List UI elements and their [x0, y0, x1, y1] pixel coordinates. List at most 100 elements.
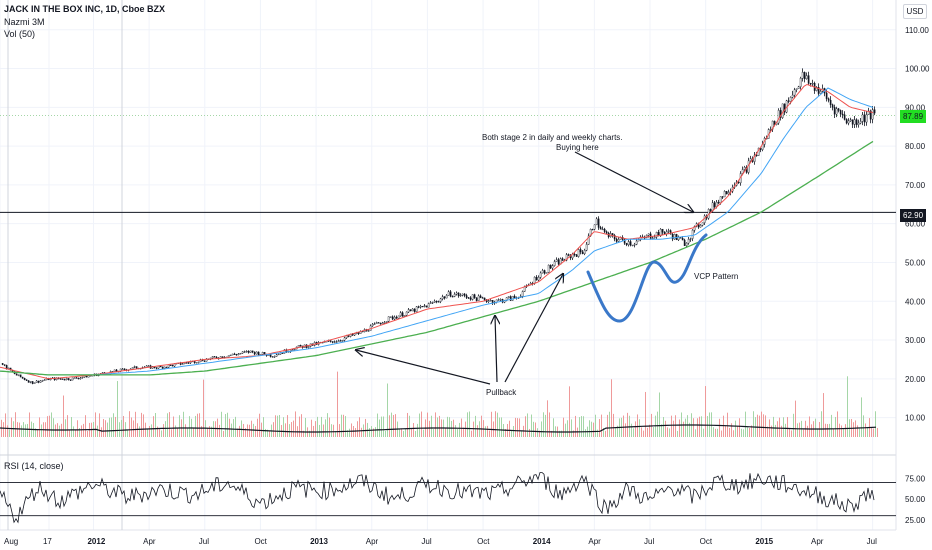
- volume-bar: [517, 418, 518, 437]
- volume-bar: [841, 425, 842, 437]
- volume-bar: [231, 423, 232, 437]
- volume-bar: [107, 422, 108, 437]
- volume-bar: [793, 413, 794, 437]
- candle-body: [599, 227, 602, 230]
- candle-body: [389, 316, 392, 318]
- candle-body: [445, 295, 448, 299]
- volume-bar: [677, 430, 678, 437]
- candle-body: [717, 201, 720, 204]
- volume-bar: [11, 417, 12, 437]
- candle-body: [471, 294, 474, 300]
- volume-bar: [815, 418, 816, 437]
- candle-body: [169, 364, 172, 366]
- candle-body: [275, 354, 278, 357]
- candle-body: [511, 295, 514, 301]
- candle-body: [509, 296, 512, 301]
- candle-body: [651, 237, 654, 240]
- volume-bar: [775, 424, 776, 437]
- volume-bar: [671, 415, 672, 437]
- candle-body: [37, 380, 40, 383]
- candle-body: [755, 154, 758, 157]
- candle-body: [811, 83, 814, 85]
- time-tick-label: Jul: [644, 537, 654, 546]
- candle-body: [871, 109, 874, 120]
- volume-bar: [379, 419, 380, 437]
- candle-body: [539, 272, 542, 278]
- volume-bar: [679, 419, 680, 437]
- currency-button[interactable]: USD: [903, 4, 927, 19]
- candle-body: [787, 100, 790, 102]
- candle-body: [353, 333, 356, 336]
- candle-body: [541, 270, 544, 274]
- volume-bar: [803, 429, 804, 437]
- volume-bar: [673, 420, 674, 437]
- candle-body: [79, 377, 82, 379]
- volume-bar: [669, 428, 670, 437]
- candle-body: [33, 382, 36, 384]
- volume-bar: [727, 412, 728, 437]
- candle-body: [613, 235, 616, 240]
- volume-bar: [783, 417, 784, 437]
- volume-bar: [773, 416, 774, 437]
- candle-body: [595, 218, 598, 226]
- volume-bar: [393, 415, 394, 437]
- volume-bar: [35, 428, 36, 437]
- volume-bar: [583, 416, 584, 437]
- volume-bar: [827, 424, 828, 437]
- volume-bar: [733, 430, 734, 437]
- volume-bar: [521, 430, 522, 437]
- volume-bar: [649, 424, 650, 437]
- candle-body: [549, 264, 552, 269]
- candle-body: [271, 356, 274, 358]
- candle-body: [479, 295, 482, 298]
- volume-bar: [229, 418, 230, 437]
- time-tick-label: Apr: [366, 537, 379, 546]
- candle-body: [689, 238, 692, 240]
- candle-body: [497, 299, 500, 301]
- volume-bar: [665, 420, 666, 437]
- volume-bar: [429, 420, 430, 437]
- candle-body: [185, 362, 188, 364]
- candle-body: [701, 222, 704, 226]
- candle-body: [829, 99, 832, 105]
- price-tick-label: 70.00: [905, 181, 926, 190]
- volume-bar: [169, 412, 170, 437]
- volume-bar: [473, 421, 474, 437]
- time-tick-label: Jul: [199, 537, 209, 546]
- volume-bar: [149, 425, 150, 437]
- candle-body: [411, 308, 414, 312]
- candle-body: [803, 72, 806, 80]
- candle-body: [277, 353, 280, 356]
- volume-bar: [359, 417, 360, 437]
- volume-bar: [597, 429, 598, 437]
- candle-body: [681, 238, 684, 241]
- volume-bar: [751, 425, 752, 437]
- volume-bar: [361, 427, 362, 437]
- volume-bar: [325, 419, 326, 437]
- candle-body: [35, 380, 38, 383]
- time-tick-label: 2012: [87, 537, 105, 546]
- volume-bar: [333, 424, 334, 437]
- candle-body: [3, 364, 6, 366]
- volume-bar: [315, 421, 316, 437]
- volume-bar: [643, 430, 644, 437]
- candle-body: [841, 113, 844, 116]
- volume-bar: [737, 426, 738, 437]
- price-tick-label: 10.00: [905, 414, 926, 423]
- volume-bar: [683, 421, 684, 437]
- candle-body: [827, 98, 830, 101]
- candle-body: [431, 302, 434, 304]
- candle-body: [133, 366, 136, 368]
- candle-body: [387, 316, 390, 322]
- candle-body: [447, 291, 450, 296]
- volume-bar: [139, 426, 140, 437]
- volume-bar: [615, 428, 616, 437]
- candle-body: [799, 77, 802, 87]
- volume-bar: [465, 421, 466, 437]
- candle-body: [239, 352, 242, 355]
- candle-body: [605, 231, 608, 234]
- candle-body: [247, 350, 250, 353]
- volume-bar: [725, 425, 726, 437]
- candle-body: [421, 305, 424, 308]
